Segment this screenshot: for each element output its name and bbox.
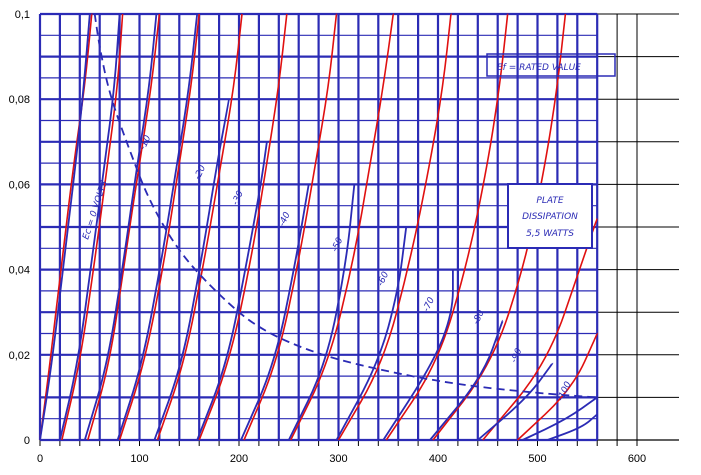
x-tick-label: 600	[628, 453, 646, 465]
x-tick-label: 100	[130, 453, 148, 465]
series-line-14	[59, 13, 121, 441]
y-tick-label: 0,1	[15, 9, 30, 21]
curve-bias-label: -50	[330, 236, 345, 254]
y-tick-label: 0	[24, 435, 30, 447]
y-tick-label: 0,08	[9, 94, 30, 106]
curve-bias-label: -90	[509, 347, 524, 365]
series-line-1	[61, 13, 124, 441]
series-line-26	[547, 413, 598, 441]
series-line-0	[39, 13, 93, 441]
series-line-22	[382, 269, 454, 441]
series-line-4	[156, 13, 243, 441]
series-line-5	[198, 13, 288, 441]
series-line-16	[116, 13, 199, 441]
chart-tick-labels: 0 100 200 300 400 500 600 0 0,02 0,04 0,06 0,08 0,1	[9, 9, 647, 465]
y-tick-label: 0,04	[9, 265, 30, 277]
x-tick-label: 400	[429, 453, 447, 465]
series-line-20	[287, 183, 356, 441]
x-tick-label: 200	[230, 453, 248, 465]
plate-label-line2: DISSIPATION	[522, 212, 578, 222]
series-line-12	[517, 332, 599, 441]
ef-label: Ef = RATED VALUE	[497, 63, 581, 73]
y-tick-label: 0,06	[9, 179, 30, 191]
series-line-8	[337, 13, 452, 441]
series-line-18	[196, 141, 268, 441]
series-line-24	[477, 362, 554, 441]
series-line-13	[39, 13, 91, 441]
x-tick-label: 300	[329, 453, 347, 465]
series-line-27	[93, 13, 599, 399]
curve-bias-label: -30	[231, 189, 246, 207]
series-line-17	[153, 98, 230, 441]
series-line-19	[240, 183, 310, 441]
series-line-15	[83, 13, 158, 441]
curve-bias-label: -70	[422, 296, 437, 314]
plate-label-line1: PLATE	[536, 196, 563, 206]
series-line-23	[429, 319, 504, 441]
plate-dissipation-box	[507, 183, 593, 249]
series-line-7	[289, 13, 395, 441]
x-tick-label: 500	[528, 453, 546, 465]
y-tick-label: 0,02	[9, 350, 30, 362]
curve-bias-label: -20	[193, 164, 208, 182]
series-line-6	[243, 13, 338, 441]
curve-bias-label: -100	[556, 380, 574, 403]
x-tick-label: 0	[37, 453, 43, 465]
series-line-25	[522, 396, 599, 441]
series-line-9	[385, 13, 509, 441]
ef-label-box	[486, 53, 616, 77]
plate-label-line3: 5,5 WATTS	[526, 229, 574, 239]
chart-annotations: Ef = RATED VALUE PLATE DISSIPATION 5,5 W…	[81, 53, 616, 403]
series-line-21	[335, 226, 408, 441]
series-line-2	[87, 13, 161, 441]
series-line-3	[118, 13, 200, 441]
